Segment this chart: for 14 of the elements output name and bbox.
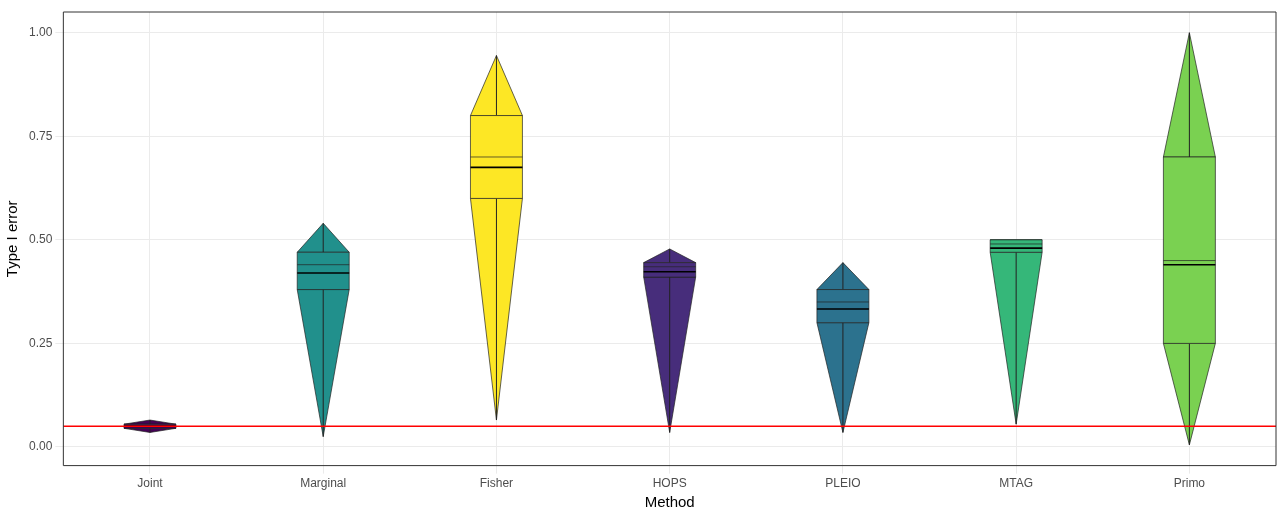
y-tick-label: 0.25 bbox=[29, 335, 53, 350]
y-tick-label: 0.75 bbox=[29, 128, 53, 143]
x-tick-label: Primo bbox=[1173, 476, 1206, 491]
y-tick-label: 0.00 bbox=[29, 439, 53, 454]
x-tick-label: HOPS bbox=[652, 476, 687, 491]
x-tick-label: Marginal bbox=[300, 476, 347, 491]
y-axis-title: Type I error bbox=[3, 200, 21, 278]
y-tick-label: 1.00 bbox=[29, 25, 53, 40]
x-tick-label: Joint bbox=[137, 476, 164, 491]
x-tick-label: MTAG bbox=[999, 476, 1034, 491]
x-axis-title: Method bbox=[644, 493, 695, 511]
y-tick-label: 0.50 bbox=[29, 232, 53, 247]
x-tick-label: Fisher bbox=[479, 476, 514, 491]
x-tick-label: PLEIO bbox=[825, 476, 861, 491]
